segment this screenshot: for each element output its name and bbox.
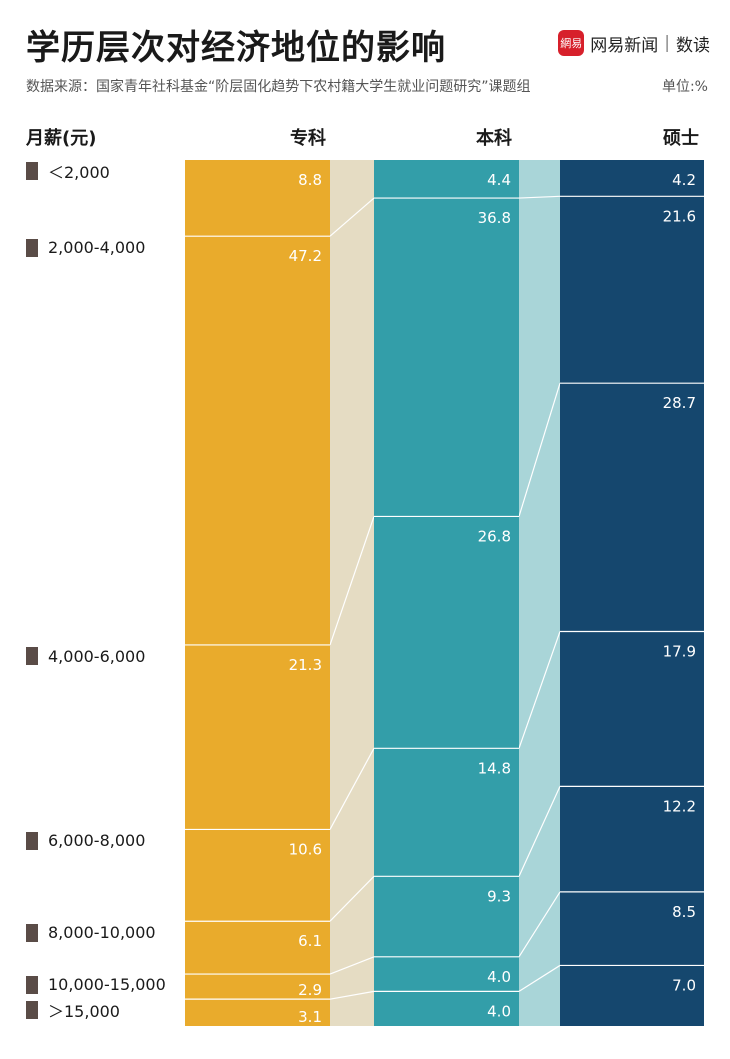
bar-segment-benke xyxy=(374,956,519,992)
transition-line-benke xyxy=(518,195,561,199)
brand-section: 数读 xyxy=(676,35,710,56)
data-label-zhuanke: 2.9 xyxy=(298,981,322,999)
bar-segment-benke xyxy=(374,516,519,749)
transition-line-benke xyxy=(518,631,561,749)
series-header-zhuanke: 专科 xyxy=(290,128,326,149)
transition-line-benke xyxy=(518,964,561,992)
transition-line-zhuanke xyxy=(329,197,375,237)
category-label-text: 6,000-8,000 xyxy=(48,831,146,851)
transition-line-benke xyxy=(518,891,561,958)
category-label: 10,000-15,000 xyxy=(26,975,166,994)
series-header-shuoshi: 硕士 xyxy=(663,128,699,149)
bar-segment-shuoshi xyxy=(560,786,704,892)
transition-band-zhuanke xyxy=(330,160,374,1026)
data-label-zhuanke: 3.1 xyxy=(298,1008,322,1026)
category-marker-icon xyxy=(26,238,38,257)
data-label-zhuanke: 8.8 xyxy=(298,171,322,189)
bar-segment-benke xyxy=(374,991,519,1026)
data-label-benke: 4.0 xyxy=(487,1002,511,1020)
category-label-text: ＞15,000 xyxy=(48,1002,120,1022)
data-label-shuoshi: 28.7 xyxy=(663,394,696,412)
transition-line-benke xyxy=(518,383,561,517)
bar-segment-zhuanke xyxy=(185,921,330,975)
bar-segment-benke xyxy=(374,160,519,199)
category-marker-icon xyxy=(26,831,38,850)
data-label-shuoshi: 17.9 xyxy=(663,642,696,660)
bar-segment-zhuanke xyxy=(185,974,330,1000)
category-label-text: 10,000-15,000 xyxy=(48,975,166,995)
brand-separator: | xyxy=(664,33,670,53)
brand-name: 网易新闻 xyxy=(590,35,659,56)
category-marker-icon xyxy=(26,975,38,994)
category-marker-icon xyxy=(26,923,38,942)
data-label-benke: 4.0 xyxy=(487,968,511,986)
category-label-text: 4,000-6,000 xyxy=(48,646,146,666)
bar-segment-zhuanke xyxy=(185,160,330,237)
category-label: 6,000-8,000 xyxy=(26,831,145,850)
transition-line-zhuanke xyxy=(329,516,375,646)
brand: 網易 网易新闻 | 数读 xyxy=(558,30,710,56)
bar-segment-shuoshi xyxy=(560,196,704,384)
transition-band-benke xyxy=(519,160,560,1026)
data-label-shuoshi: 4.2 xyxy=(672,171,696,189)
bar-segment-benke xyxy=(374,748,519,877)
bar-segment-zhuanke xyxy=(185,829,330,922)
bar-segment-zhuanke xyxy=(185,999,330,1026)
bar-segment-shuoshi xyxy=(560,965,704,1026)
bar-segment-zhuanke xyxy=(185,644,330,830)
category-label: 8,000-10,000 xyxy=(26,923,156,942)
data-label-zhuanke: 47.2 xyxy=(289,247,322,265)
netease-logo-icon: 網易 xyxy=(558,30,585,56)
category-marker-icon xyxy=(26,1001,38,1020)
data-source: 数据来源：国家青年社科基金“阶层固化趋势下农村籍大学生就业问题研究”课题组 xyxy=(26,79,531,95)
bar-segment-benke xyxy=(374,876,519,957)
data-label-shuoshi: 8.5 xyxy=(672,903,696,921)
unit-label: 单位:% xyxy=(661,79,708,95)
y-axis-label: 月薪(元) xyxy=(26,128,97,149)
data-label-zhuanke: 21.3 xyxy=(289,656,322,674)
category-label-text: ＜2,000 xyxy=(48,163,110,182)
data-label-shuoshi: 21.6 xyxy=(663,207,696,225)
category-label: ＜2,000 xyxy=(26,159,110,183)
data-label-shuoshi: 12.2 xyxy=(663,797,696,815)
data-label-shuoshi: 7.0 xyxy=(672,976,696,994)
data-label-zhuanke: 6.1 xyxy=(298,932,322,950)
category-label: 4,000-6,000 xyxy=(26,647,145,666)
transition-line-zhuanke xyxy=(329,990,375,1000)
bar-segment-shuoshi xyxy=(560,631,704,787)
bar-segment-benke xyxy=(374,198,519,517)
category-marker-icon xyxy=(26,162,38,180)
chart-title: 学历层次对经济地位的影响 xyxy=(26,28,446,68)
bar-segment-shuoshi xyxy=(560,160,704,197)
category-label: ＞15,000 xyxy=(26,998,120,1022)
data-label-benke: 4.4 xyxy=(487,171,511,189)
data-label-benke: 14.8 xyxy=(478,759,511,777)
transition-line-zhuanke xyxy=(329,748,375,830)
category-label: 2,000-4,000 xyxy=(26,238,145,257)
series-header-benke: 本科 xyxy=(476,128,512,149)
data-label-benke: 36.8 xyxy=(478,209,511,227)
transition-line-zhuanke xyxy=(329,875,375,922)
transition-line-benke xyxy=(518,786,561,877)
category-label-text: 2,000-4,000 xyxy=(48,238,146,258)
bar-segment-shuoshi xyxy=(560,891,704,966)
bar-segment-zhuanke xyxy=(185,236,330,645)
data-label-benke: 26.8 xyxy=(478,527,511,545)
data-label-benke: 9.3 xyxy=(487,887,511,905)
category-marker-icon xyxy=(26,647,38,666)
category-label-text: 8,000-10,000 xyxy=(48,923,156,943)
transition-line-zhuanke xyxy=(329,956,375,975)
bar-segment-shuoshi xyxy=(560,383,704,632)
data-label-zhuanke: 10.6 xyxy=(289,840,322,858)
